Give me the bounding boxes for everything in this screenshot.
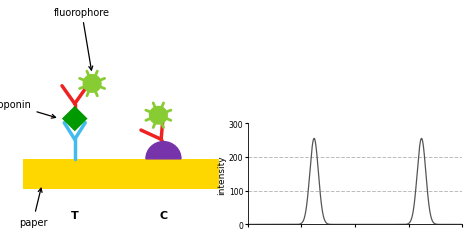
Circle shape — [83, 75, 101, 93]
Polygon shape — [62, 106, 88, 132]
Text: T: T — [304, 135, 311, 145]
Circle shape — [149, 107, 167, 124]
Text: T: T — [71, 210, 78, 220]
Text: C: C — [159, 210, 168, 220]
Y-axis label: intensity: intensity — [217, 154, 226, 194]
Text: fluorophore: fluorophore — [54, 8, 110, 71]
Bar — [390, 7, 395, 121]
Text: troponin: troponin — [0, 100, 56, 119]
Text: paper: paper — [19, 188, 47, 227]
Bar — [23, 159, 219, 189]
Bar — [305, 7, 310, 121]
Wedge shape — [146, 142, 181, 159]
Text: C: C — [389, 135, 396, 145]
